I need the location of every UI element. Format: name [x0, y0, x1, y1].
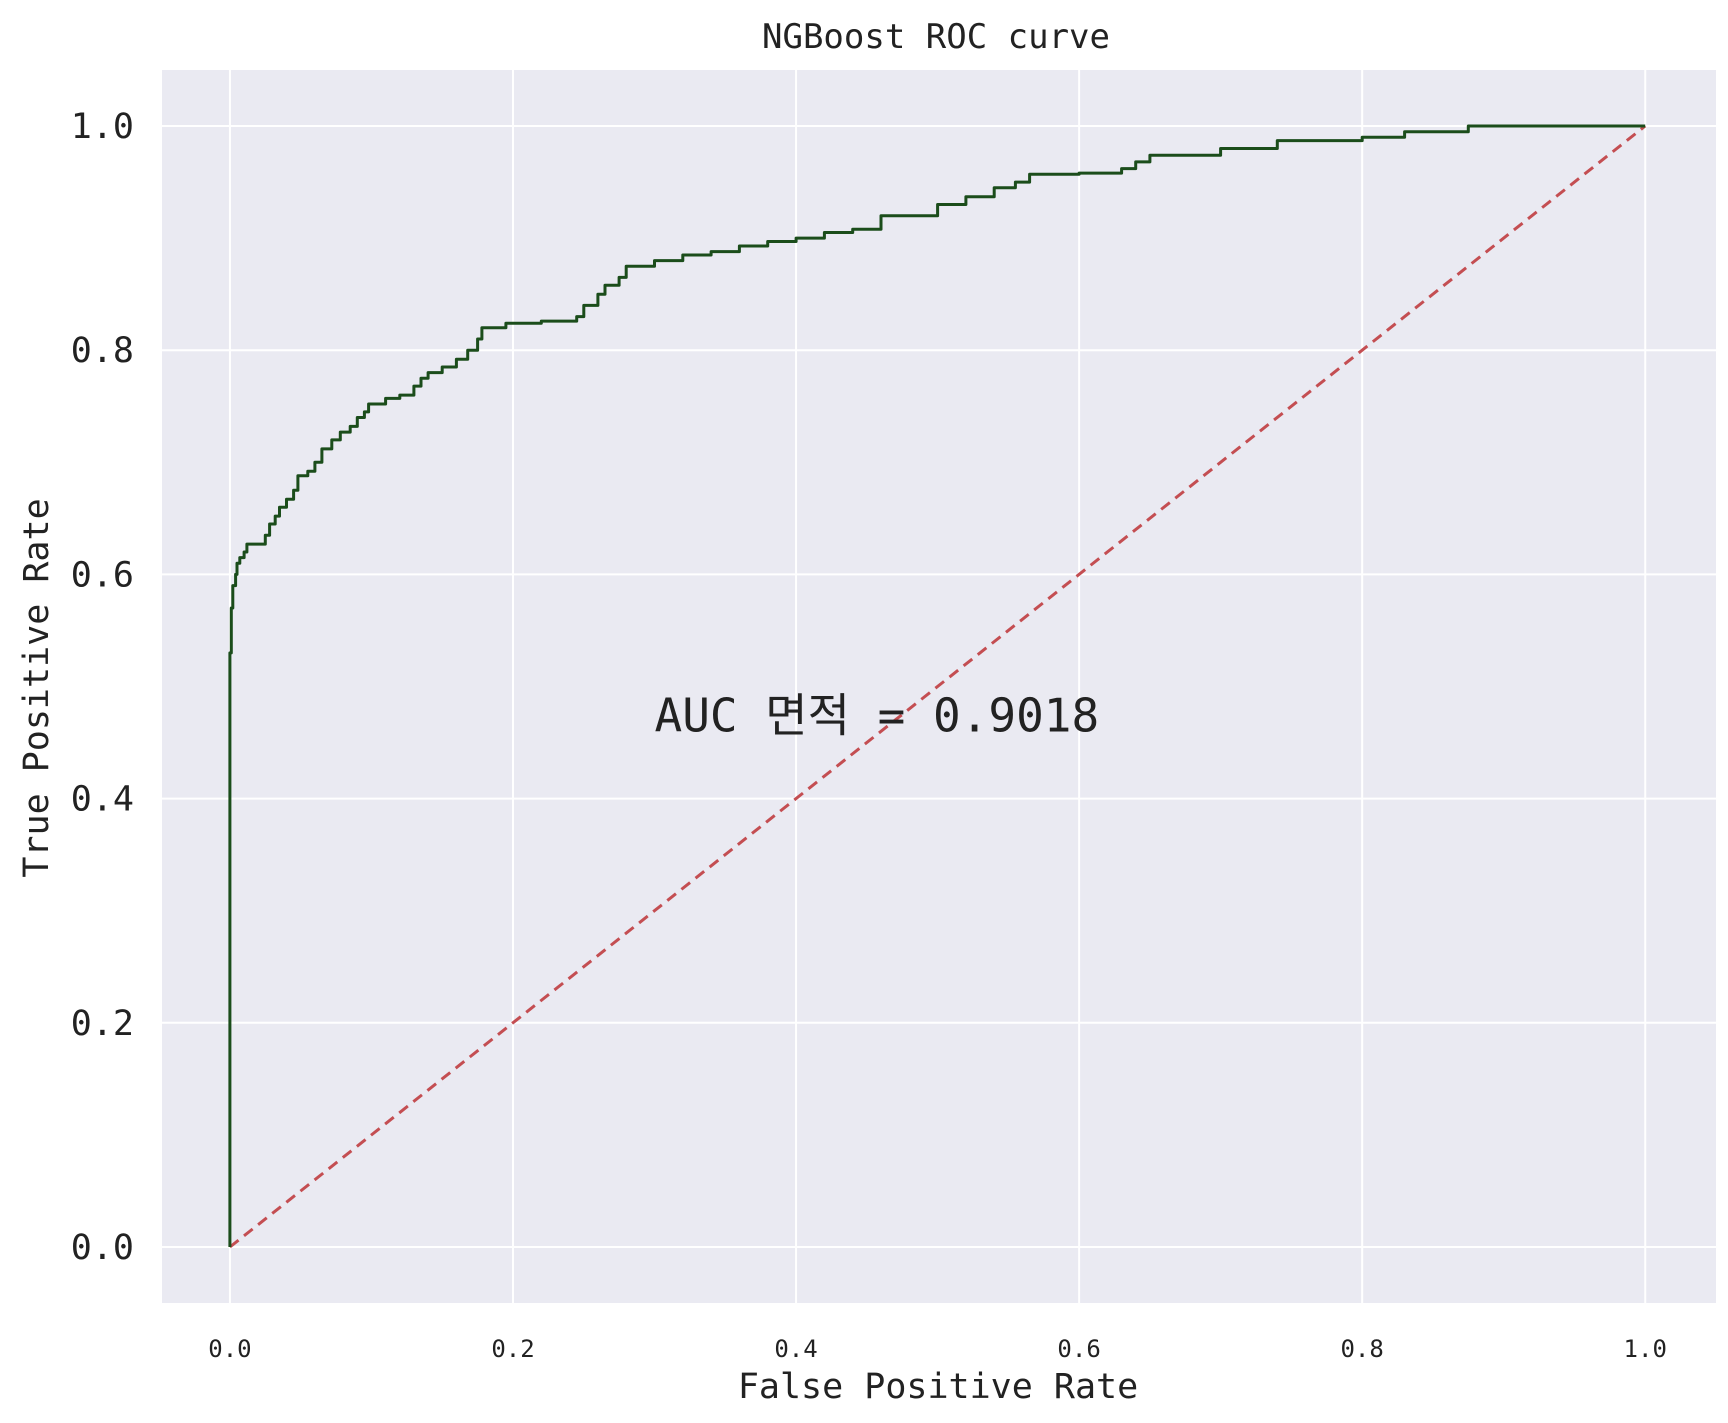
x-tick-label: 0.8: [1340, 1335, 1383, 1363]
x-tick-label: 1.0: [1624, 1335, 1667, 1363]
y-tick-labels: 0.0 0.2 0.4 0.6 0.8 1.0: [71, 107, 134, 1268]
series-layer: [228, 124, 1647, 1249]
chart-title: NGBoost ROC curve: [762, 17, 1110, 57]
x-tick-label: 0.0: [208, 1335, 251, 1363]
auc-annotation: AUC 면적 = 0.9018: [655, 688, 1100, 742]
y-gridlines: [162, 125, 1716, 1248]
y-axis-label: True Positive Rate: [17, 498, 57, 877]
x-tick-label: 0.4: [774, 1335, 817, 1363]
x-tick-label: 0.6: [1057, 1335, 1100, 1363]
y-tick-label: 1.0: [71, 107, 134, 147]
x-axis-label: False Positive Rate: [738, 1367, 1138, 1407]
y-tick-label: 0.8: [71, 331, 134, 371]
roc-curve-line: [228, 124, 1646, 1247]
x-tick-label: 0.2: [491, 1335, 534, 1363]
x-gridlines: [228, 70, 1647, 1303]
y-tick-label: 0.0: [71, 1228, 134, 1268]
chance-diagonal-line: [228, 124, 1647, 1249]
x-tick-labels: 0.0 0.2 0.4 0.6 0.8 1.0: [208, 1335, 1667, 1363]
y-tick-label: 0.6: [71, 555, 134, 595]
y-tick-label: 0.2: [71, 1004, 134, 1044]
y-tick-label: 0.4: [71, 780, 134, 820]
